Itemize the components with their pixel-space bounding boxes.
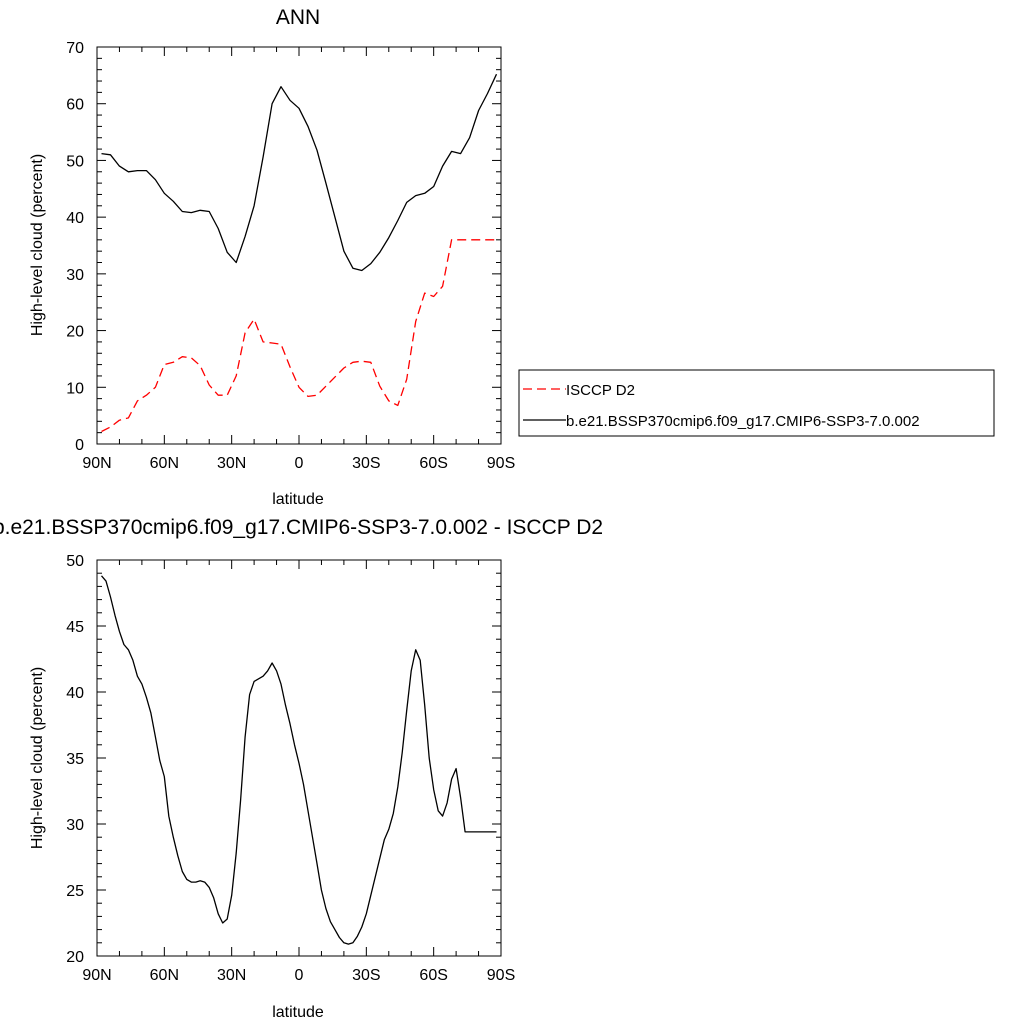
bottom-x-tick-label: 30S xyxy=(352,967,380,984)
top-y-tick-label: 30 xyxy=(66,267,84,284)
bottom-plot-frame xyxy=(96,559,502,957)
bottom-x-tick-label: 60N xyxy=(150,967,179,984)
top-y-axis-label: High-level cloud (percent) xyxy=(29,154,46,336)
top-y-tick-label: 50 xyxy=(66,153,84,170)
top-x-tick-label: 0 xyxy=(295,455,304,472)
bottom-x-tick-label: 30N xyxy=(217,967,246,984)
bottom-y-tick-label: 25 xyxy=(66,883,84,900)
top-series-line-1 xyxy=(101,73,498,272)
top-x-tick-label: 30S xyxy=(352,455,380,472)
top-x-tick-label: 60N xyxy=(150,455,179,472)
bottom-x-tick-label: 90N xyxy=(82,967,111,984)
bottom-series-group xyxy=(101,575,497,945)
legend-label-model: b.e21.BSSP370cmip6.f09_g17.CMIP6-SSP3-7.… xyxy=(566,413,920,430)
top-y-tick-label: 20 xyxy=(66,324,84,341)
legend: ISCCP D2 b.e21.BSSP370cmip6.f09_g17.CMIP… xyxy=(518,369,995,437)
top-x-axis-label: latitude xyxy=(272,491,324,508)
bottom-y-tick-label: 20 xyxy=(66,949,84,966)
top-x-tick-label: 60S xyxy=(419,455,447,472)
top-axis-ticks: 90N 60N 30N 0 30S 60S 90S 0 10 20 30 40 50 60 70 xyxy=(66,40,515,472)
legend-label-isccp: ISCCP D2 xyxy=(566,382,635,399)
top-y-tick-label: 40 xyxy=(66,210,84,227)
top-x-tick-label: 30N xyxy=(217,455,246,472)
bottom-x-tick-label: 60S xyxy=(419,967,447,984)
top-series-line-0 xyxy=(101,239,497,433)
top-x-tick-label: 90S xyxy=(487,455,515,472)
top-y-tick-label: 10 xyxy=(66,380,84,397)
bottom-y-tick-label: 45 xyxy=(66,619,84,636)
bottom-panel: b.e21.BSSP370cmip6.f09_g17.CMIP6-SSP3-7.… xyxy=(0,516,603,1021)
bottom-y-tick-label: 50 xyxy=(66,553,84,570)
bottom-x-tick-label: 90S xyxy=(487,967,515,984)
legend-box xyxy=(518,369,995,437)
top-series-group xyxy=(101,73,498,433)
top-panel: ANN 90N 60N 30N 0 30S 60S 90S 0 10 20 30 40 50 60 70 l… xyxy=(29,6,995,508)
bottom-series-line-0 xyxy=(101,575,497,945)
bottom-y-tick-label: 30 xyxy=(66,817,84,834)
bottom-y-tick-label: 40 xyxy=(66,685,84,702)
bottom-y-axis-label: High-level cloud (percent) xyxy=(29,667,46,849)
top-y-tick-label: 0 xyxy=(75,437,84,454)
top-y-tick-label: 60 xyxy=(66,97,84,114)
top-x-tick-label: 90N xyxy=(82,455,111,472)
bottom-y-tick-label: 35 xyxy=(66,751,84,768)
bottom-axis-ticks: 90N 60N 30N 0 30S 60S 90S 20 25 30 35 40 45 50 xyxy=(66,553,515,984)
bottom-x-axis-label: latitude xyxy=(272,1004,324,1021)
top-y-tick-label: 70 xyxy=(66,40,84,57)
top-chart-title: ANN xyxy=(276,6,320,29)
bottom-x-tick-label: 0 xyxy=(295,967,304,984)
bottom-chart-title: b.e21.BSSP370cmip6.f09_g17.CMIP6-SSP3-7.… xyxy=(0,516,603,539)
top-plot-frame xyxy=(96,46,502,445)
